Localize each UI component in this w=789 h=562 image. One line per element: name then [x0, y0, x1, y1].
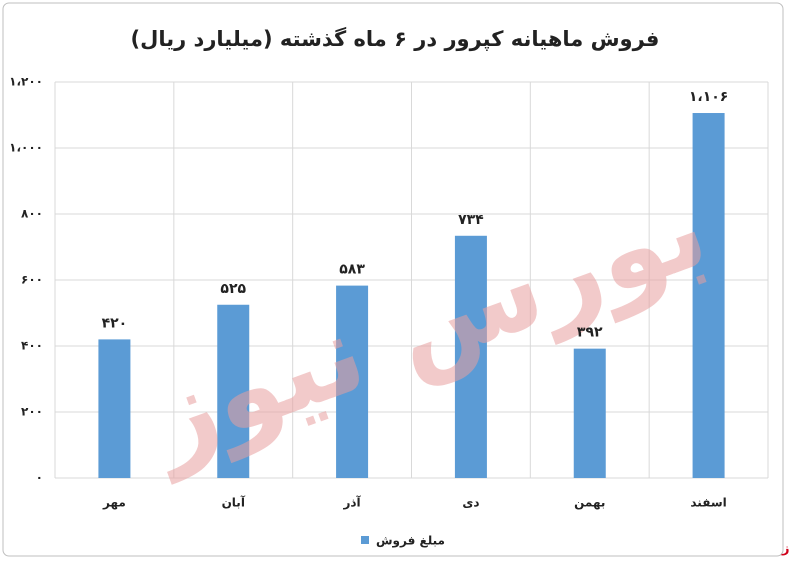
bar [573, 348, 606, 478]
x-tick-label: آذر [342, 495, 361, 510]
y-tick-label: ۱،۲۰۰ [9, 75, 43, 89]
bar [98, 339, 131, 478]
x-tick-label: دی [462, 496, 479, 510]
x-tick-label: آبان [222, 495, 246, 510]
y-tick-label: ۴۰۰ [21, 339, 43, 353]
chart-title: فروش ماهیانه کپرور در ۶ ماه گذشته (میلیا… [131, 26, 660, 51]
y-tick-label: ۸۰۰ [21, 207, 43, 221]
data-label: ۵۲۵ [220, 281, 246, 297]
bar [692, 113, 725, 479]
bar [336, 285, 369, 478]
data-label: ۴۲۰ [102, 315, 128, 331]
y-tick-label: ۶۰۰ [21, 273, 43, 287]
bar [217, 304, 250, 478]
legend-label: مبلغ فروش [376, 534, 445, 549]
y-tick-label: ۲۰۰ [21, 405, 43, 419]
x-tick-label: مهر [102, 496, 126, 510]
data-label: ۳۹۲ [577, 325, 603, 341]
legend-swatch [361, 536, 369, 544]
data-label: ۷۳۴ [458, 212, 484, 228]
x-tick-label: بهمن [574, 496, 605, 510]
y-tick-label: ۰ [36, 471, 43, 485]
data-label: ۵۸۳ [339, 262, 365, 278]
x-tick-label: اسفند [690, 496, 726, 510]
y-tick-label: ۱،۰۰۰ [9, 141, 43, 155]
bar [454, 235, 487, 478]
data-label: ۱،۱۰۶ [689, 89, 729, 105]
source: بورس نیوز [781, 542, 789, 557]
